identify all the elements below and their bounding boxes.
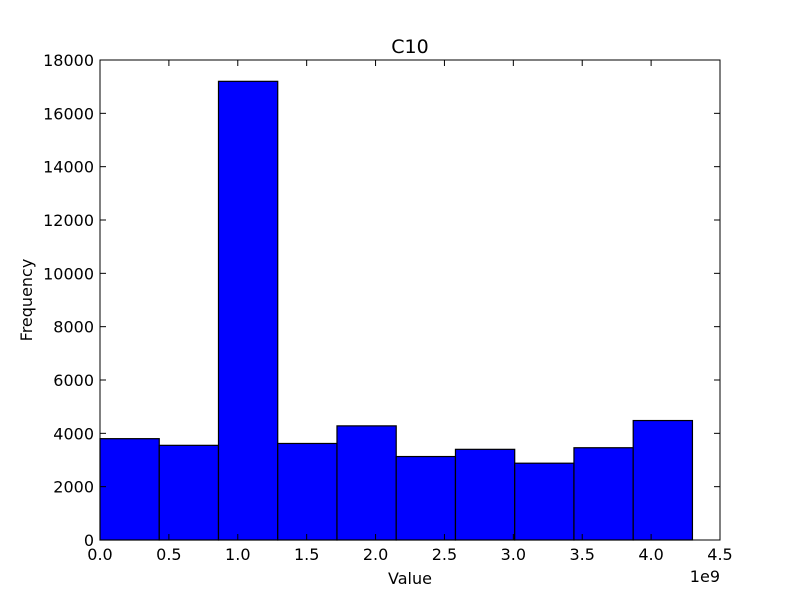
x-offset-text: 1e9 bbox=[690, 567, 720, 586]
histogram-bar-1 bbox=[99, 438, 160, 541]
x-tick-label: 3.5 bbox=[569, 545, 594, 564]
x-tick-label: 2.5 bbox=[432, 545, 457, 564]
y-tick-label: 4000 bbox=[53, 424, 94, 443]
x-tick-label: 1.0 bbox=[225, 545, 250, 564]
x-tick-label: 4.5 bbox=[707, 545, 732, 564]
y-tick-label: 18000 bbox=[43, 51, 94, 70]
y-tick-label: 16000 bbox=[43, 104, 94, 123]
histogram-bar-9 bbox=[573, 447, 634, 541]
chart-title: C10 bbox=[391, 36, 428, 58]
y-tick-label: 14000 bbox=[43, 158, 94, 177]
histogram-bar-7 bbox=[454, 448, 516, 541]
x-tick-label: 2.0 bbox=[363, 545, 388, 564]
y-tick-label: 10000 bbox=[43, 264, 94, 283]
y-tick-label: 2000 bbox=[53, 478, 94, 497]
histogram-bar-6 bbox=[395, 455, 457, 541]
y-tick-label: 12000 bbox=[43, 211, 94, 230]
histogram-bar-5 bbox=[336, 425, 397, 541]
histogram-bar-10 bbox=[632, 419, 694, 541]
x-axis-label: Value bbox=[388, 569, 432, 588]
y-tick-label: 6000 bbox=[53, 371, 94, 390]
y-tick-label: 8000 bbox=[53, 318, 94, 337]
histogram-bar-8 bbox=[514, 462, 575, 541]
x-tick-label: 1.5 bbox=[294, 545, 319, 564]
plot-frame bbox=[99, 59, 721, 541]
histogram-bar-2 bbox=[158, 444, 220, 541]
y-tick-label: 0 bbox=[84, 531, 94, 550]
x-tick-label: 3.0 bbox=[501, 545, 526, 564]
x-tick-label: 0.5 bbox=[156, 545, 181, 564]
histogram-bar-3 bbox=[217, 80, 279, 541]
ticks-group: 0.0 0.5 1.0 1.5 2.0 2.5 3.0 3.5 4.0 4.5 0 2000 4000 6… bbox=[43, 51, 733, 564]
y-axis-label: Frequency bbox=[17, 259, 36, 342]
histogram-bar-4 bbox=[277, 442, 338, 541]
bars-group bbox=[99, 80, 694, 541]
x-tick-label: 4.0 bbox=[638, 545, 663, 564]
x-tick-label: 0.0 bbox=[87, 545, 112, 564]
